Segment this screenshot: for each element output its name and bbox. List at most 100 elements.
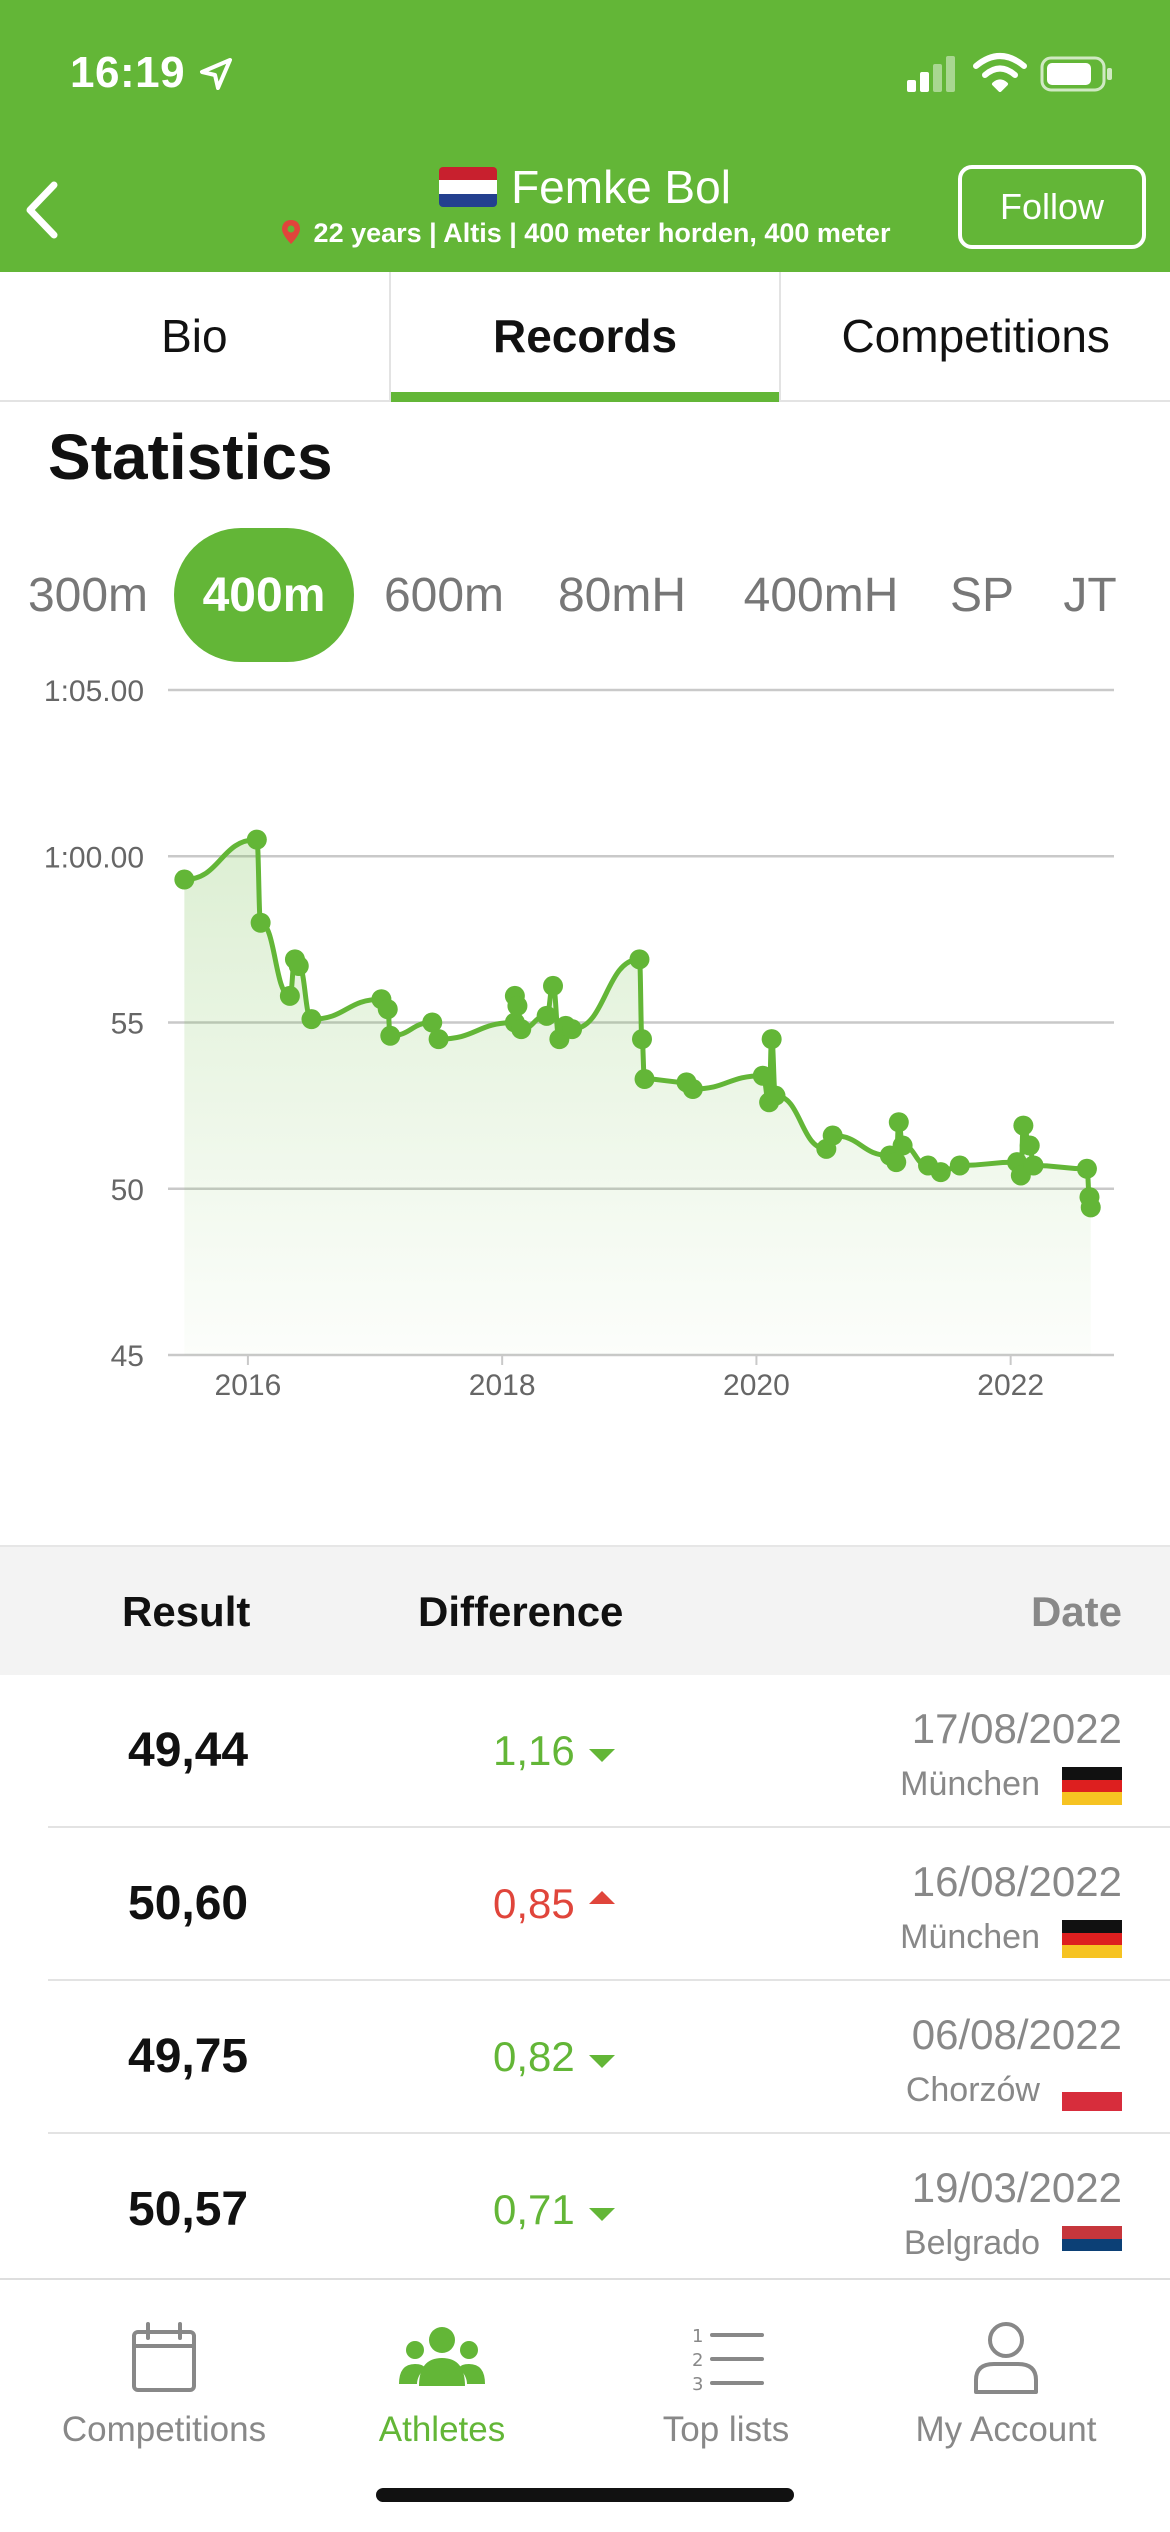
result-date: 16/08/2022 <box>911 1858 1122 1905</box>
cellular-signal-icon <box>907 56 955 92</box>
x-tick-label: 2022 <box>977 1369 1044 1402</box>
athlete-subtitle: 22 years | Altis | 400 meter horden, 400… <box>0 218 1170 249</box>
event-chip-sp[interactable]: SP <box>949 568 1015 622</box>
chart-data-point[interactable] <box>886 1152 907 1173</box>
event-chip-300m[interactable]: 300m <box>27 568 149 622</box>
chart-data-point[interactable] <box>632 1029 652 1050</box>
chart-data-point[interactable] <box>301 1009 322 1030</box>
tabbar-top-lists[interactable]: 1 2 3 Top lists <box>580 2280 872 2450</box>
event-chip-400mh[interactable]: 400mH <box>743 568 899 622</box>
event-chip-jt[interactable]: JT <box>1063 568 1117 622</box>
chart-data-point[interactable] <box>761 1029 782 1050</box>
bottom-tab-bar: Competitions Athletes 1 2 3 Top lists My… <box>0 2278 1170 2532</box>
athlete-name: Femke Bol <box>511 161 731 213</box>
column-header-result[interactable]: Result <box>122 1588 251 1635</box>
table-row[interactable]: 50,57 0,71 19/03/2022 Belgrado <box>48 2134 1170 2287</box>
chart-data-point[interactable] <box>507 995 528 1016</box>
chart-data-point[interactable] <box>279 985 300 1006</box>
chart-data-point[interactable] <box>930 1162 951 1183</box>
chart-data-point[interactable] <box>1080 1197 1101 1218</box>
chart-data-point[interactable] <box>949 1155 970 1176</box>
decrease-arrow-icon <box>588 2207 615 2221</box>
event-chip-80mh[interactable]: 80mH <box>557 568 687 622</box>
back-chevron-icon[interactable] <box>18 175 68 245</box>
tabbar-competitions[interactable]: Competitions <box>18 2280 310 2450</box>
chart-data-point[interactable] <box>765 1085 786 1106</box>
increase-arrow-icon <box>588 1890 615 1904</box>
event-chip-600m[interactable]: 600m <box>383 568 505 622</box>
people-icon <box>399 2327 485 2386</box>
chart-data-point[interactable] <box>1013 1115 1034 1136</box>
tab-bio[interactable]: Bio <box>161 310 228 362</box>
tabbar-my-account[interactable]: My Account <box>860 2280 1152 2450</box>
y-tick-label: 55 <box>111 1008 144 1041</box>
chart-data-point[interactable] <box>288 955 309 976</box>
chart-data-point[interactable] <box>888 1112 909 1133</box>
difference-text: 0,82 <box>493 2033 575 2080</box>
chart-data-point[interactable] <box>892 1135 913 1156</box>
result-city: München <box>900 1918 1040 1956</box>
chart-data-point[interactable] <box>682 1079 703 1099</box>
chart-data-point[interactable] <box>511 1019 532 1040</box>
table-row[interactable]: 49,44 1,16 17/08/2022 München <box>48 1675 1170 1828</box>
y-tick-label: 45 <box>111 1340 144 1373</box>
table-row[interactable]: 50,60 0,85 16/08/2022 München <box>48 1828 1170 1981</box>
results-table-header: Result Difference Date <box>0 1545 1170 1675</box>
tabbar-athletes[interactable]: Athletes <box>296 2280 588 2450</box>
germany-flag-icon <box>1062 1920 1122 1958</box>
person-icon <box>974 2322 1038 2394</box>
result-city: Belgrado <box>903 2224 1040 2262</box>
athlete-tabs: Bio Records Competitions <box>0 272 1170 402</box>
chart-data-point[interactable] <box>174 869 195 890</box>
column-header-difference[interactable]: Difference <box>418 1588 624 1635</box>
tabbar-label: My Account <box>915 2410 1097 2449</box>
decrease-arrow-icon <box>588 1748 615 1762</box>
y-tick-label: 1:05.00 <box>44 675 144 708</box>
chart-area-fill <box>184 839 1091 1355</box>
chart-data-point[interactable] <box>1023 1155 1044 1176</box>
tab-records[interactable]: Records <box>388 272 780 402</box>
chart-data-point[interactable] <box>1019 1135 1040 1156</box>
event-chip-400m[interactable]: 400m <box>174 528 354 662</box>
chart-data-point[interactable] <box>822 1125 843 1146</box>
follow-button[interactable]: Follow <box>958 165 1146 249</box>
x-tick-label: 2016 <box>215 1369 282 1402</box>
chart-data-point[interactable] <box>422 1012 443 1033</box>
chart-data-point[interactable] <box>634 1069 655 1090</box>
status-time: 16:19 <box>70 48 186 97</box>
decrease-arrow-icon <box>588 2054 615 2068</box>
chart-data-point[interactable] <box>380 1025 401 1046</box>
chart-data-point[interactable] <box>246 829 267 850</box>
chart-data-point[interactable] <box>536 1005 557 1026</box>
result-value: 50,60 <box>128 1877 249 1930</box>
chart-data-point[interactable] <box>428 1029 449 1050</box>
battery-icon <box>1040 56 1112 92</box>
location-arrow-icon <box>200 58 232 90</box>
result-value: 50,57 <box>128 2183 249 2236</box>
x-tick-label: 2020 <box>723 1369 790 1402</box>
result-city: Chorzów <box>905 2071 1040 2109</box>
chart-data-point[interactable] <box>752 1065 773 1086</box>
chart-data-point[interactable] <box>562 1019 583 1040</box>
chart-data-point[interactable] <box>250 912 271 933</box>
table-row[interactable]: 49,75 0,82 06/08/2022 Chorzów <box>48 1981 1170 2134</box>
column-header-date[interactable]: Date <box>1030 1588 1122 1635</box>
netherlands-flag-icon <box>439 167 498 207</box>
result-value: 49,75 <box>128 2030 249 2083</box>
wifi-icon <box>973 53 1027 92</box>
result-value: 49,44 <box>128 1724 249 1777</box>
difference-text: 0,71 <box>493 2186 575 2233</box>
y-tick-label: 50 <box>111 1174 144 1207</box>
y-tick-label: 1:00.00 <box>44 841 144 874</box>
chart-data-point[interactable] <box>543 975 564 996</box>
chart-data-point[interactable] <box>377 999 398 1020</box>
athlete-info: 22 years | Altis | 400 meter horden, 400… <box>313 218 891 248</box>
chart-data-point[interactable] <box>629 949 650 970</box>
tab-competitions[interactable]: Competitions <box>779 272 1170 400</box>
difference-text: 1,16 <box>493 1727 575 1774</box>
chart-data-point[interactable] <box>1076 1158 1097 1179</box>
germany-flag-icon <box>1062 1767 1122 1805</box>
difference-value: 0,85 <box>493 1880 615 1928</box>
tabbar-label: Top lists <box>662 2410 790 2449</box>
difference-text: 0,85 <box>493 1880 575 1927</box>
